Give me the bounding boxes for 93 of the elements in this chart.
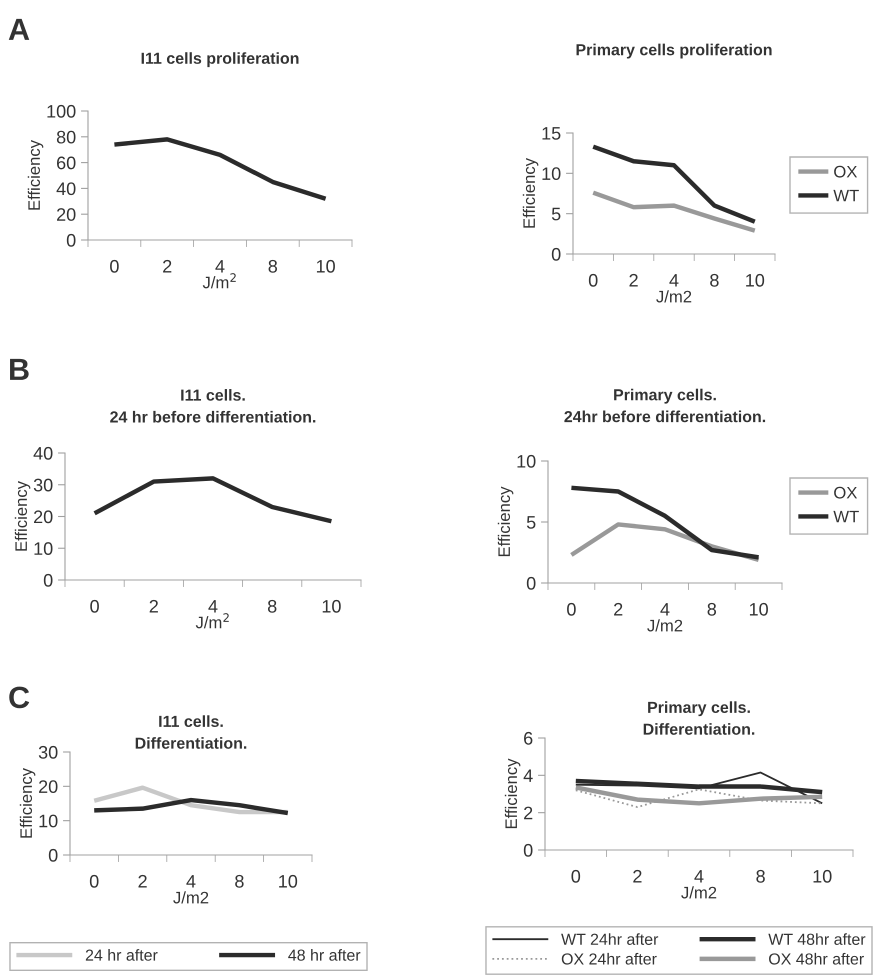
x-tick-label: 0: [588, 274, 598, 287]
x-tick-label: 8: [708, 602, 716, 616]
x-tick-label: 8: [235, 874, 244, 888]
y-tick-label: 2: [524, 806, 532, 820]
x-tick-label: 8: [710, 274, 719, 287]
x-tick-label: 0: [90, 600, 99, 613]
y-tick-label: 20: [57, 208, 76, 221]
x-axis-title: J/m$^{2}$: [196, 613, 229, 628]
legend-label: WT: [833, 510, 859, 522]
x-tick-label: 2: [629, 274, 638, 287]
y-tick-label: 10: [34, 542, 52, 555]
legend-label: WT: [833, 190, 859, 202]
x-tick-label: 8: [268, 260, 278, 273]
x-tick-label: 4: [669, 274, 678, 287]
x-tick-label: 0: [571, 870, 580, 883]
x-tick-label: 4: [215, 260, 224, 273]
line-series: [92, 476, 334, 524]
y-tick-label: 0: [66, 234, 76, 247]
chart-title: Primary cells proliferation: [576, 44, 772, 59]
x-tick-label: 10: [279, 874, 298, 888]
x-axis-title: J/m2: [647, 619, 682, 632]
line-series: [569, 486, 761, 560]
line-series: [590, 190, 758, 233]
y-tick-label: 6: [524, 732, 532, 745]
y-tick-label: 0: [524, 844, 532, 857]
line-series: [574, 772, 824, 804]
y-tick-label: 0: [552, 248, 560, 261]
x-tick-label: 4: [694, 870, 704, 883]
y-axis-title: Efficiency: [14, 481, 30, 551]
legend-label: OX 48hr after: [769, 952, 864, 965]
y-tick-label: 20: [39, 780, 58, 794]
y-tick-label: 10: [542, 167, 560, 180]
x-axis-title: J/m2: [656, 290, 692, 303]
y-axis-title: Efficiency: [498, 486, 514, 556]
line-series: [112, 137, 328, 201]
y-tick-label: 0: [48, 848, 58, 862]
y-tick-label: 40: [34, 446, 52, 460]
x-axis-title: J/m2: [681, 886, 716, 899]
chart-title: I11 cells. Differentiation.: [136, 715, 246, 749]
legend-label: OX: [834, 486, 858, 499]
y-tick-label: 5: [552, 208, 560, 220]
x-tick-label: 2: [138, 874, 147, 888]
y-tick-label: 10: [39, 814, 58, 828]
legend-label: 48 hr after: [288, 949, 360, 961]
text: A: [8, 18, 30, 40]
x-tick-label: 10: [316, 260, 335, 273]
legend-label: OX: [834, 166, 858, 178]
x-tick-label: 10: [750, 602, 768, 616]
text: C: [9, 686, 30, 708]
x-tick-label: 2: [150, 600, 158, 613]
x-tick-label: 0: [90, 874, 99, 888]
x-tick-label: 4: [660, 603, 670, 616]
x-axis-title: J/m2: [173, 891, 208, 904]
y-tick-label: 60: [57, 156, 76, 170]
y-tick-label: 5: [526, 516, 536, 529]
line-series: [590, 144, 758, 224]
x-tick-label: 0: [110, 260, 119, 273]
y-axis-title: Efficiency: [28, 140, 44, 210]
x-tick-label: 4: [186, 875, 196, 888]
x-tick-label: 2: [163, 260, 172, 273]
x-tick-label: 8: [268, 600, 276, 613]
y-axis-title: Efficiency: [20, 768, 36, 838]
x-tick-label: 8: [756, 870, 765, 883]
y-tick-label: 30: [34, 478, 52, 492]
y-tick-label: 20: [34, 510, 52, 524]
legend-label: OX 24hr after: [562, 952, 657, 965]
y-tick-label: 0: [44, 574, 52, 587]
y-axis-title: Efficiency: [522, 158, 538, 228]
y-tick-label: 0: [526, 576, 536, 590]
text: B: [10, 358, 29, 380]
y-tick-label: 4: [524, 769, 533, 782]
legend-label: 24 hr after: [86, 949, 158, 961]
y-tick-label: 40: [56, 182, 76, 196]
chart-title: Primary cells. Differentiation.: [644, 701, 754, 735]
x-tick-label: 4: [208, 600, 218, 613]
chart-title: I11 cells. 24 hr before differentiation.: [110, 389, 316, 423]
x-tick-label: 10: [746, 274, 764, 287]
x-tick-label: 2: [633, 870, 642, 883]
x-tick-label: 10: [322, 600, 341, 613]
y-tick-label: 10: [517, 454, 536, 468]
y-axis-title: Efficiency: [504, 758, 520, 828]
chart-title: Primary cells. 24hr before differentiation.: [564, 388, 766, 422]
y-tick-label: 30: [38, 746, 58, 759]
x-tick-label: 0: [567, 602, 576, 616]
x-tick-label: 10: [814, 870, 832, 883]
x-axis-title: J/m$^{2}$: [202, 273, 236, 288]
y-tick-label: 80: [56, 130, 76, 144]
y-tick-label: 15: [542, 127, 560, 140]
legend-label: WT 48hr after: [768, 933, 866, 945]
x-tick-label: 2: [614, 602, 622, 616]
chart-title: I11 cells proliferation: [142, 52, 298, 68]
y-tick-label: 100: [47, 104, 76, 118]
legend-label: WT 24hr after: [561, 933, 658, 945]
